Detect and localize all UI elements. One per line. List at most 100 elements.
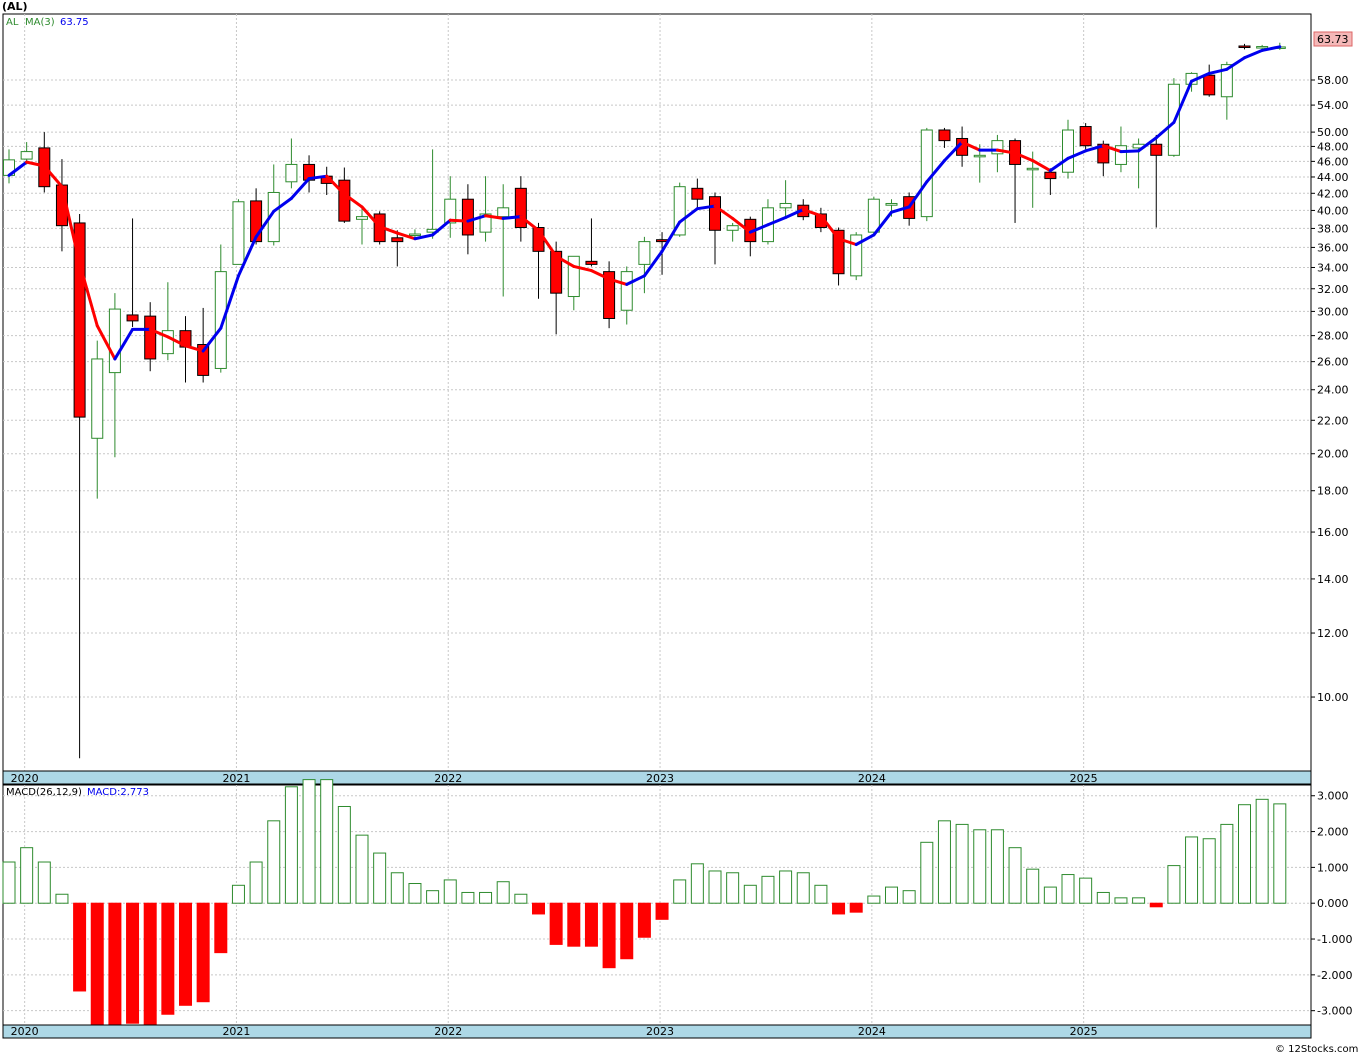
macd-legend-value: MACD:2.773 (87, 787, 149, 798)
ma-segment (78, 261, 99, 328)
macd-bar-positive (990, 829, 1004, 904)
candle-body-down (603, 271, 616, 320)
macd-year-band (2, 1024, 1312, 1039)
candle-body-up (20, 151, 33, 160)
candle-body-down (832, 229, 845, 275)
price-tick-label: 12.00 (1317, 627, 1349, 640)
ma-segment (1013, 151, 1035, 163)
candle (444, 176, 457, 238)
candle (779, 180, 792, 217)
ma-segment (466, 214, 488, 223)
year-label: 2023 (646, 1025, 674, 1038)
ma-segment (1119, 149, 1141, 154)
ma-segment (360, 205, 382, 229)
candle (673, 182, 686, 237)
price-panel: 10.00 12.00 14.00 16.00 18.00 20.00 22.00 24.00… (2, 13, 1353, 772)
price-tick-label: 18.00 (1317, 485, 1349, 498)
macd-bar-positive (761, 875, 775, 904)
macd-bar-negative (73, 902, 87, 992)
ma-segment (925, 159, 946, 184)
ma-segment (625, 274, 646, 286)
ma-segment (7, 160, 29, 177)
macd-bar-negative (549, 902, 563, 945)
candle (1203, 64, 1216, 97)
ma-segment (607, 277, 629, 286)
macd-bar-positive (1008, 847, 1022, 904)
ma-segment (695, 204, 717, 211)
price-tick-label: 36.00 (1317, 241, 1349, 254)
candle (1238, 43, 1251, 50)
macd-bar-positive (1096, 891, 1110, 904)
candle-body-up (567, 255, 580, 298)
candle-body-up (91, 358, 104, 439)
macd-bar-positive (1202, 838, 1216, 904)
ma-segment (731, 216, 752, 234)
macd-bar-positive (1114, 897, 1128, 904)
price-tick-label: 16.00 (1317, 526, 1349, 539)
macd-bar-positive (443, 879, 457, 904)
ma-segment (554, 254, 576, 268)
price-legend-symbol: AL (6, 17, 19, 28)
candle (850, 232, 863, 281)
candle-body-down (197, 344, 210, 376)
price-tick-label: 34.00 (1317, 261, 1349, 274)
ma-segment (1101, 144, 1123, 154)
macd-bar-positive (937, 820, 951, 904)
candle (144, 302, 157, 372)
price-tick-label: 42.00 (1317, 187, 1349, 200)
ma-segment (1084, 144, 1105, 153)
ma-segment (784, 208, 805, 220)
price-tick-label: 58.00 (1317, 74, 1349, 87)
macd-bar-positive (1238, 804, 1251, 904)
year-label: 2020 (11, 1025, 39, 1038)
macd-bar-positive (867, 895, 881, 904)
ma-segment (1190, 71, 1211, 83)
candle-body-up (779, 202, 792, 209)
macd-bar-negative (196, 902, 210, 1003)
last-price-label: 63.73 (1317, 33, 1349, 46)
ma-segment (184, 344, 205, 353)
candle-body-up (1114, 145, 1127, 165)
macd-bar-negative (179, 902, 192, 1006)
macd-bars (2, 779, 1287, 1028)
macd-bar-positive (1273, 803, 1287, 904)
macd-bar-negative (126, 902, 140, 1024)
candle-body-down (1150, 143, 1163, 156)
candle-body-up (108, 308, 121, 374)
macd-bar-negative (108, 902, 122, 1026)
candle-body-up (479, 213, 492, 233)
macd-bar-negative (532, 902, 545, 915)
price-tick-label: 54.00 (1317, 99, 1349, 112)
macd-bar-positive (1079, 877, 1093, 904)
ma-segment (166, 335, 187, 348)
price-y-axis: 10.00 12.00 14.00 16.00 18.00 20.00 22.00 24.00… (1311, 74, 1349, 704)
price-year-labels: 2020 2021 2022 2023 2024 2025 (11, 772, 1098, 785)
macd-bar-positive (231, 884, 245, 904)
macd-bar-positive (708, 870, 722, 904)
year-label: 2025 (1070, 1025, 1098, 1038)
candle (603, 261, 616, 329)
ma-segment (801, 208, 823, 218)
macd-bar-positive (249, 861, 263, 904)
ma-segment (413, 233, 435, 241)
candle-body-up (214, 271, 227, 369)
macd-bar-positive (673, 879, 687, 904)
candle-body-up (867, 198, 880, 233)
candle-body-down (144, 315, 157, 360)
ma-segment (42, 164, 64, 189)
ma-segment (766, 216, 788, 227)
candle-body-down (656, 239, 669, 243)
macd-bar-positive (779, 870, 793, 904)
candle (1079, 123, 1092, 150)
ma-segment (660, 220, 682, 253)
ma-segment (378, 225, 399, 235)
ma-segment (254, 209, 276, 239)
candle-body-down (250, 200, 263, 243)
price-tick-label: 26.00 (1317, 356, 1349, 369)
candle (938, 127, 951, 148)
macd-bar-positive (1043, 886, 1057, 904)
macd-bar-negative (620, 902, 634, 960)
ma-segment (1048, 156, 1070, 173)
ma-segment (501, 215, 523, 220)
